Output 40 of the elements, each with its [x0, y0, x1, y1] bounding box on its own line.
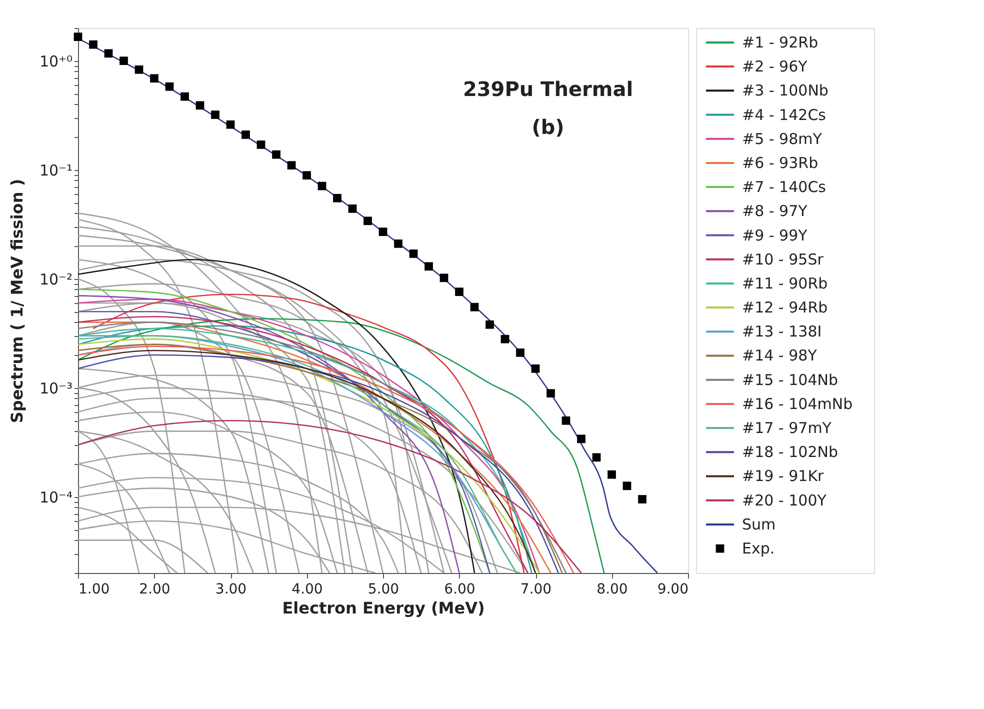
legend-label: #15 - 104Nb [742, 370, 838, 389]
legend-label: Sum [742, 515, 776, 534]
y-tick-label: 10⁺⁰ [39, 52, 72, 70]
legend-label: #19 - 91Kr [742, 467, 825, 486]
legend-label: #2 - 96Y [742, 58, 808, 76]
legend-label: #8 - 97Y [742, 202, 808, 220]
x-tick-label: 6.00 [444, 582, 476, 598]
x-axis-title: Electron Energy (MeV) [282, 598, 485, 618]
x-tick-label: 7.00 [520, 582, 552, 598]
x-tick-label: 3.00 [215, 582, 247, 598]
legend-label: #6 - 93Rb [742, 154, 818, 172]
x-tick-label: 8.00 [596, 582, 628, 598]
x-tick-label: 5.00 [368, 582, 400, 598]
text: (b) [532, 115, 564, 139]
legend-label: #16 - 104mNb [742, 394, 853, 413]
legend-label: Exp. [742, 540, 775, 558]
legend-label: #3 - 100Nb [742, 82, 828, 100]
text: 239Pu Thermal [462, 77, 634, 101]
legend-label: #17 - 97mY [742, 419, 832, 438]
legend-label: #1 - 92Rb [742, 33, 818, 52]
legend-label: #11 - 90Rb [742, 274, 828, 292]
legend-label: #5 - 98mY [742, 130, 823, 148]
x-tick-label: 4.00 [292, 582, 323, 598]
y-tick-label: 10⁻¹ [39, 161, 72, 180]
legend-label: #9 - 99Y [742, 226, 808, 244]
x-tick-label: 1.00 [78, 582, 110, 598]
y-axis-title: Spectrum ( 1/ MeV fission ) [7, 178, 26, 424]
legend-label: #12 - 94Rb [742, 298, 828, 317]
legend-label: #7 - 140Cs [742, 178, 826, 196]
x-tick-label: 9.00 [657, 582, 688, 598]
legend-label: #13 - 138I [742, 322, 822, 341]
legend-label: #14 - 98Y [742, 346, 818, 365]
legend-label: #18 - 102Nb [742, 443, 838, 462]
legend-label: #4 - 142Cs [742, 106, 826, 124]
y-tick-label: 10⁻⁴ [39, 488, 72, 506]
y-tick-label: 10⁻² [39, 270, 72, 288]
legend-label: #20 - 100Y [742, 491, 828, 510]
legend-label: #10 - 95Sr [742, 250, 824, 268]
x-tick-label: 2.00 [139, 582, 170, 598]
y-tick-label: 10⁻³ [39, 379, 72, 398]
